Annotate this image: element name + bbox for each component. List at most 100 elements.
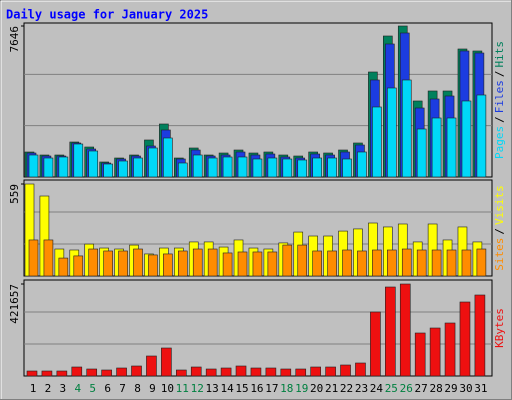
bar <box>192 248 203 277</box>
bar <box>267 251 278 277</box>
x-tick-label: 24 <box>370 382 384 395</box>
bar <box>101 369 112 377</box>
x-tick-label: 28 <box>429 382 442 395</box>
bar <box>178 162 188 178</box>
bar <box>146 355 157 377</box>
x-tick-label: 25 <box>385 382 398 395</box>
bar <box>459 301 471 377</box>
bar <box>131 365 142 377</box>
bar <box>192 154 203 178</box>
bar <box>372 249 382 277</box>
bar <box>161 347 172 377</box>
legend-entry: Files <box>493 80 506 113</box>
bar <box>237 156 248 178</box>
bar <box>73 143 84 178</box>
x-tick-label: 16 <box>250 382 263 395</box>
bar <box>222 252 233 277</box>
bar <box>327 250 337 277</box>
bar <box>56 370 68 377</box>
bar <box>26 370 38 377</box>
bar <box>28 154 39 178</box>
bar <box>385 286 396 377</box>
x-tick-label: 4 <box>74 382 81 395</box>
x-tick-label: 6 <box>104 382 111 395</box>
x-tick-label: 22 <box>340 382 353 395</box>
bar <box>476 94 487 178</box>
x-tick-label: 10 <box>161 382 174 395</box>
bar <box>252 158 263 178</box>
bar <box>446 249 457 277</box>
bar <box>370 311 381 377</box>
x-tick-label: 3 <box>60 382 67 395</box>
legend-separator: / <box>493 71 506 78</box>
bar <box>133 248 143 277</box>
bar <box>295 368 307 377</box>
x-tick-label: 2 <box>45 382 52 395</box>
bar <box>401 79 412 178</box>
x-tick-label: 20 <box>310 382 323 395</box>
bar <box>205 368 217 377</box>
bar <box>163 253 173 277</box>
bar <box>401 248 412 277</box>
x-tick-label: 13 <box>206 382 219 395</box>
bar <box>342 158 352 178</box>
bar <box>297 159 308 178</box>
y-tick-label: 7646 <box>8 26 21 53</box>
bar <box>88 248 99 277</box>
legend-separator: / <box>493 116 506 123</box>
bar <box>474 294 486 377</box>
x-tick-label: 26 <box>400 382 413 395</box>
plot-area <box>23 279 493 377</box>
bar <box>118 250 128 277</box>
x-tick-label: 19 <box>295 382 308 395</box>
y-tick-label: 421657 <box>8 284 21 324</box>
bar <box>340 364 351 377</box>
bar <box>355 362 366 377</box>
x-tick-label: 15 <box>235 382 248 395</box>
bar <box>461 100 472 178</box>
legend-entry: Hits <box>493 41 506 68</box>
bar <box>312 157 322 178</box>
legend: Pages / Files / Hits <box>493 41 506 159</box>
bar <box>250 367 262 377</box>
x-tick-label: 23 <box>355 382 368 395</box>
x-tick-label: 12 <box>191 382 204 395</box>
bar <box>446 117 457 178</box>
bar <box>222 156 233 178</box>
bar <box>118 160 128 178</box>
x-tick-label: 8 <box>134 382 141 395</box>
bar <box>133 157 143 178</box>
bar <box>176 369 187 377</box>
bar <box>325 366 336 377</box>
bar <box>58 156 69 178</box>
bar <box>312 250 322 277</box>
bar <box>461 249 472 277</box>
x-tick-label: 14 <box>220 382 234 395</box>
bar <box>267 157 278 178</box>
legend-entry: Sites <box>493 238 506 271</box>
legend: KBytes <box>493 308 506 348</box>
bar <box>342 249 352 277</box>
x-tick-label: 27 <box>415 382 428 395</box>
bar <box>297 244 308 277</box>
bar <box>116 367 127 377</box>
x-tick-label: 18 <box>280 382 293 395</box>
legend-separator: / <box>493 228 506 235</box>
bar <box>252 251 263 277</box>
legend-entry: Pages <box>493 126 506 159</box>
x-tick-label: 31 <box>474 382 487 395</box>
bar <box>414 332 426 377</box>
bar <box>148 147 158 178</box>
bar <box>207 248 218 277</box>
bar <box>282 244 293 277</box>
x-tick-label: 17 <box>265 382 278 395</box>
bar <box>476 248 487 277</box>
bar <box>399 283 411 377</box>
bar <box>190 366 202 377</box>
x-tick-label: 1 <box>30 382 37 395</box>
bar <box>235 365 247 377</box>
bar <box>416 128 427 178</box>
bar <box>265 367 277 377</box>
x-tick-label: 9 <box>149 382 156 395</box>
bar <box>387 87 397 178</box>
